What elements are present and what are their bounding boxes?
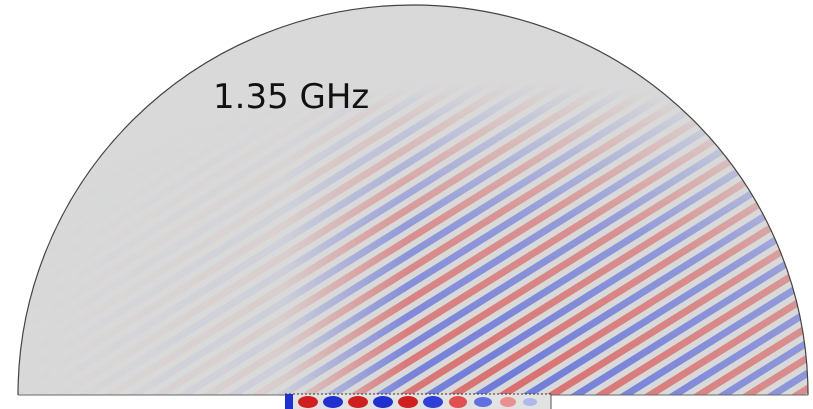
mode-lobe — [298, 396, 318, 408]
mode-lobe — [423, 396, 443, 408]
mode-lobe — [373, 396, 393, 408]
field-plot: 1.35 GHz — [0, 0, 813, 409]
mode-lobe — [474, 397, 492, 407]
wave-stripes — [0, 0, 813, 409]
domain — [0, 0, 813, 409]
mode-lobe — [323, 396, 343, 408]
mode-lobe — [523, 398, 537, 406]
mode-lobe — [398, 396, 418, 408]
wave-region — [0, 0, 813, 409]
mode-lobe — [348, 396, 368, 408]
waveguide — [285, 394, 551, 409]
mode-lobe — [500, 397, 516, 407]
mode-lobe — [285, 394, 293, 409]
mode-lobe — [449, 396, 467, 408]
frequency-label: 1.35 GHz — [213, 77, 369, 117]
page: {"label": "1.35 GHz"} — [0, 0, 813, 409]
